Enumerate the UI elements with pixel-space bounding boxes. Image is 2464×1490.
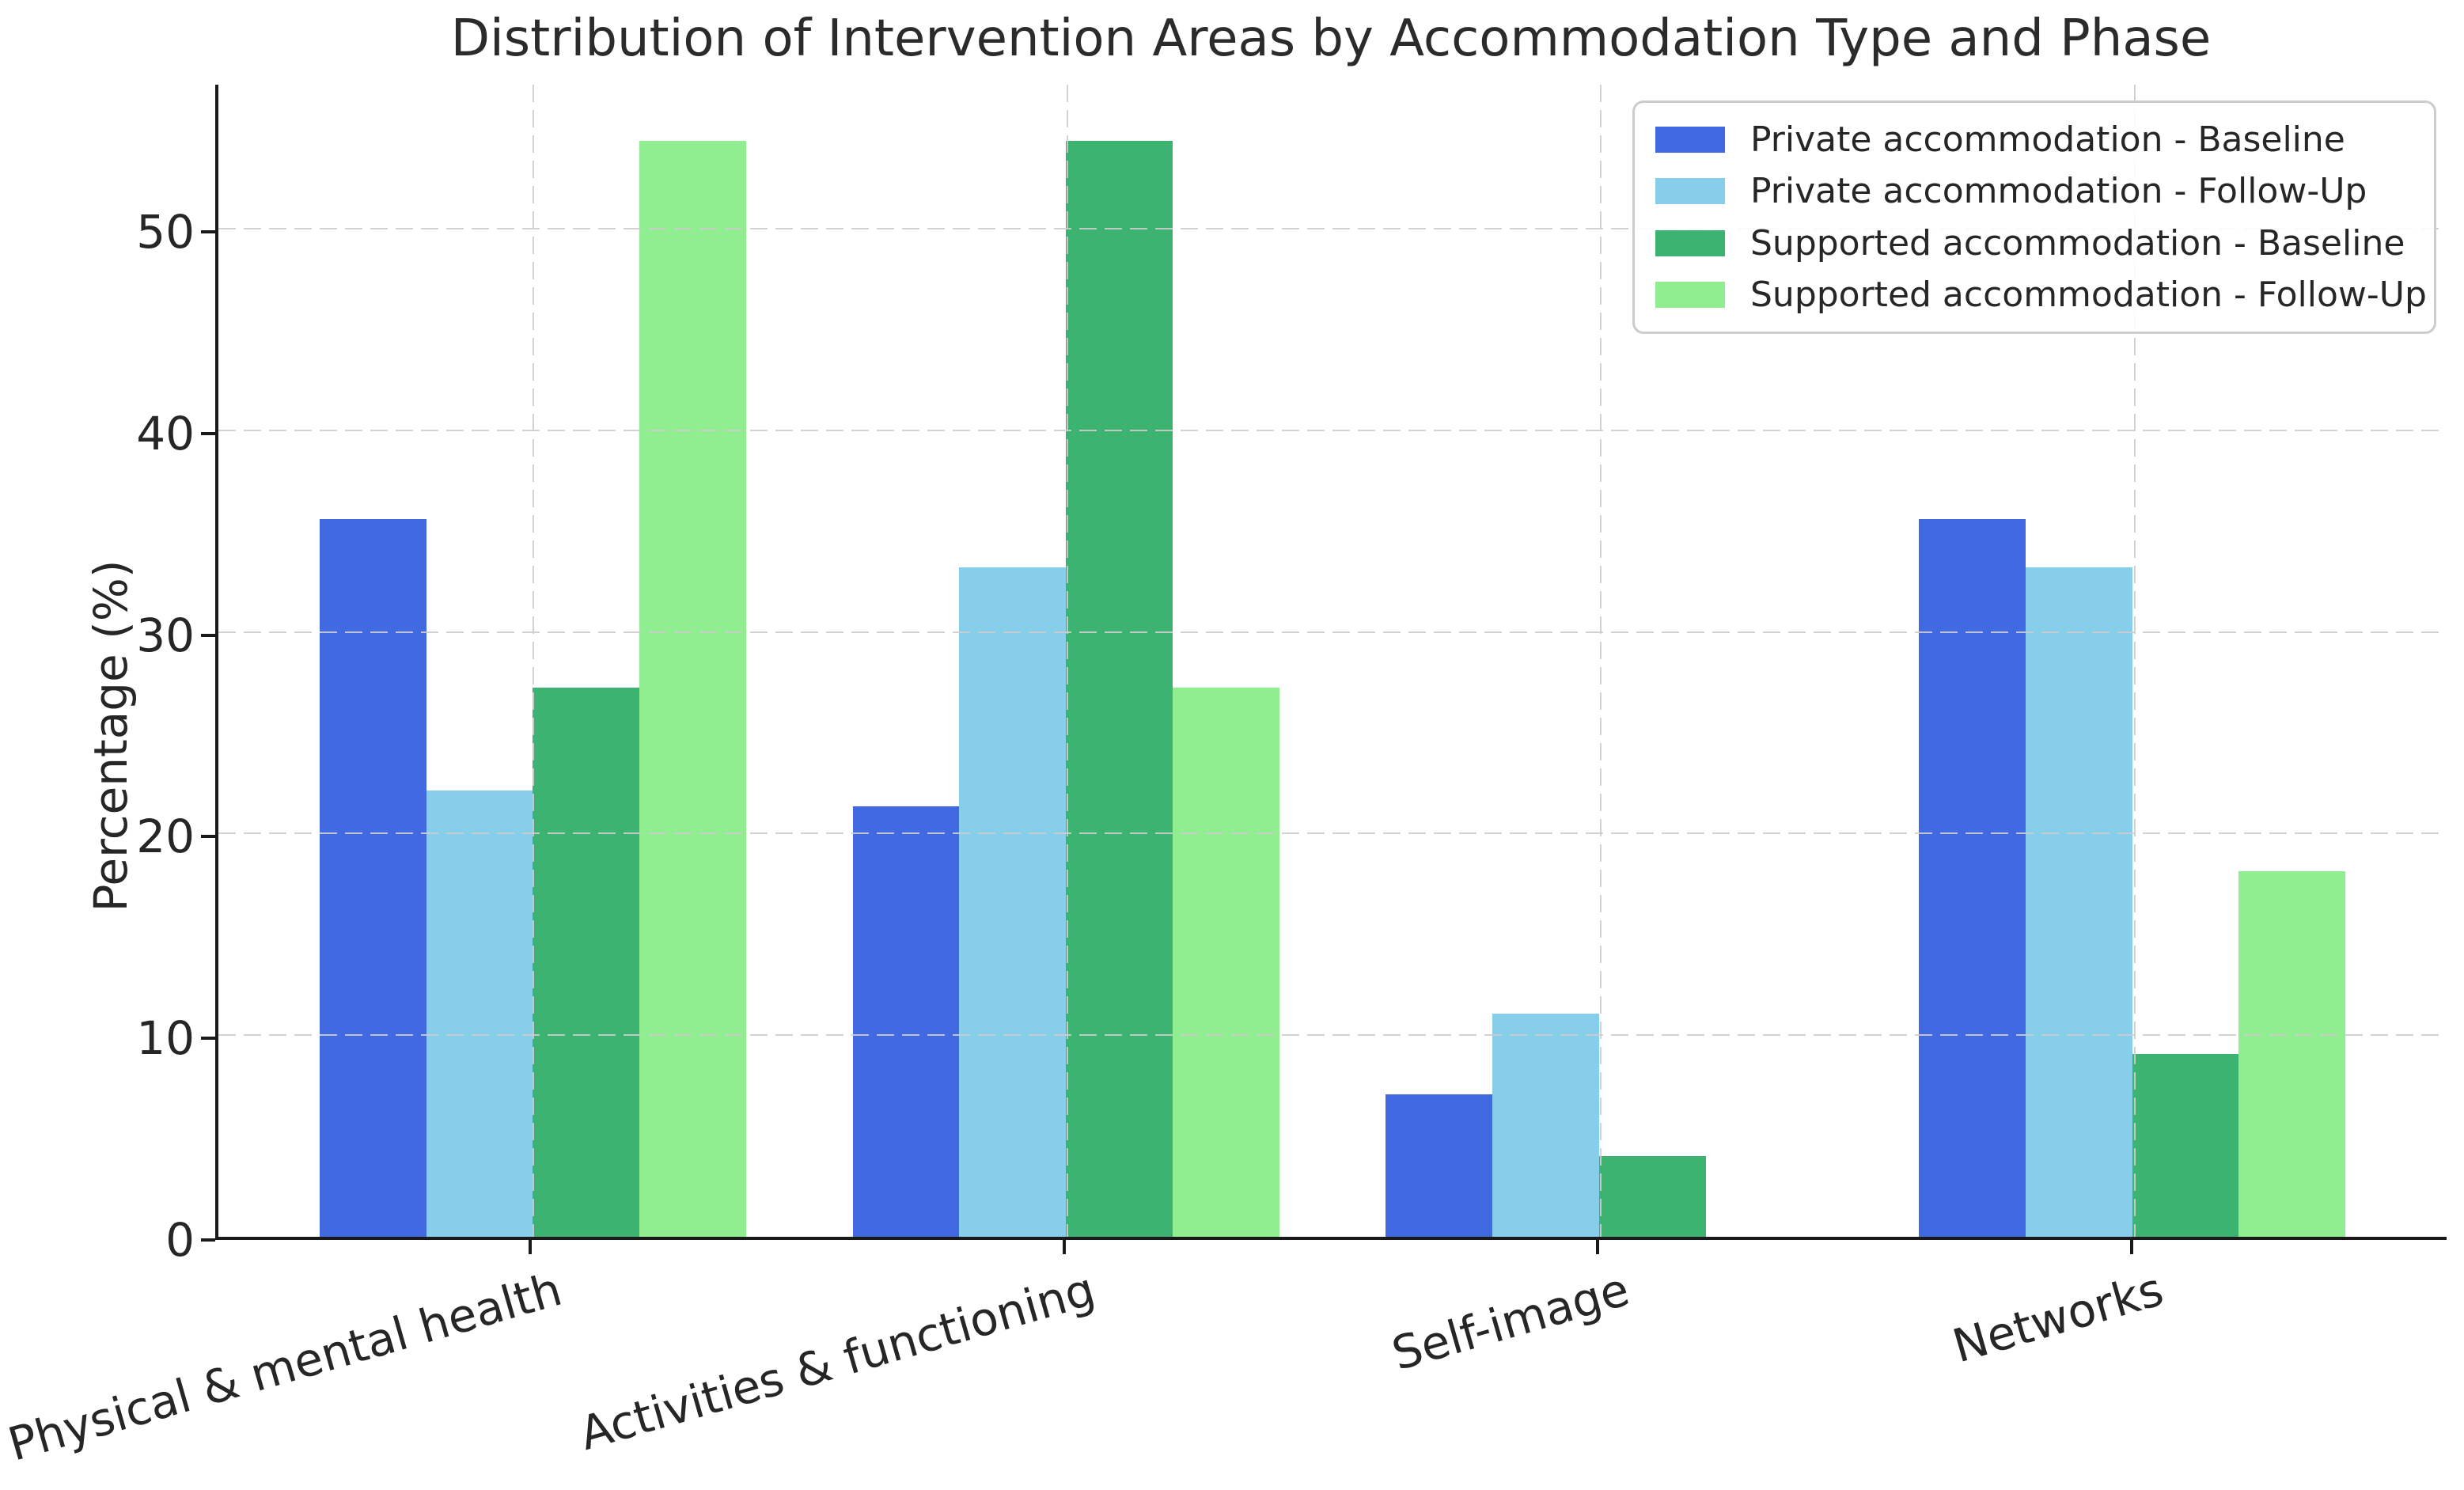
legend-swatch-supported-followup: [1655, 281, 1725, 308]
chart-title: Distribution of Intervention Areas by Ac…: [450, 9, 2212, 68]
legend-swatch-supported-baseline: [1655, 229, 1725, 256]
y-gridline-30: [218, 631, 2447, 633]
legend: Private accommodation - Baseline Private…: [1632, 100, 2436, 334]
y-tick-label-30: 30: [136, 608, 195, 662]
y-tick-40: [201, 431, 215, 435]
bar-s1-c0: [426, 790, 533, 1237]
x-tick-2: [1596, 1240, 1600, 1254]
legend-swatch-private-followup: [1655, 178, 1725, 205]
x-tick-label-3: Networks: [1947, 1262, 2169, 1374]
y-tick-0: [201, 1238, 215, 1242]
bar-s0-c1: [852, 806, 960, 1237]
bar-s2-c2: [1598, 1156, 1706, 1237]
y-tick-10: [201, 1037, 215, 1041]
x-tick-3: [2129, 1240, 2133, 1254]
legend-label: Supported accommodation - Follow-Up: [1750, 274, 2427, 315]
x-tick-label-2: Self-image: [1386, 1262, 1636, 1382]
x-gridline-2: [1600, 85, 1602, 1237]
bar-s3-c3: [2238, 870, 2345, 1237]
legend-label: Supported accommodation - Baseline: [1750, 222, 2405, 263]
x-tick-0: [529, 1240, 533, 1254]
y-tick-label-20: 20: [136, 809, 195, 864]
y-gridline-20: [218, 832, 2447, 835]
y-gridline-50: [218, 228, 2447, 230]
bar-s0-c2: [1386, 1094, 1493, 1237]
legend-row: Supported accommodation - Baseline: [1655, 223, 2413, 263]
bar-s1-c3: [2025, 567, 2132, 1237]
legend-row: Private accommodation - Follow-Up: [1655, 171, 2413, 211]
y-tick-30: [201, 633, 215, 637]
legend-label: Private accommodation - Baseline: [1750, 119, 2345, 161]
legend-row: Private accommodation - Baseline: [1655, 119, 2413, 160]
x-gridline-0: [533, 85, 535, 1237]
x-tick-label-0: Physical & mental health: [2, 1262, 567, 1472]
bar-s2-c3: [2132, 1053, 2239, 1237]
x-tick-1: [1062, 1240, 1066, 1254]
y-tick-label-40: 40: [136, 406, 195, 461]
bar-s2-c0: [533, 688, 640, 1237]
legend-label: Private accommodation - Follow-Up: [1750, 171, 2367, 212]
bar-s3-c1: [1172, 688, 1279, 1237]
y-tick-label-10: 10: [136, 1011, 195, 1066]
legend-swatch-private-baseline: [1655, 127, 1725, 154]
y-tick-label-50: 50: [136, 205, 195, 259]
x-tick-label-1: Activities & functioning: [574, 1262, 1101, 1461]
bar-s1-c2: [1492, 1013, 1599, 1237]
bar-s0-c3: [1919, 518, 2026, 1237]
bar-s1-c1: [959, 567, 1067, 1237]
x-gridline-3: [2133, 85, 2136, 1237]
y-tick-50: [201, 230, 215, 233]
plot-area: [215, 85, 2447, 1240]
legend-row: Supported accommodation - Follow-Up: [1655, 275, 2427, 315]
y-tick-label-0: 0: [165, 1213, 195, 1267]
y-gridline-10: [218, 1034, 2447, 1037]
bar-s3-c0: [639, 141, 746, 1237]
x-gridline-1: [1066, 85, 1068, 1237]
bar-s2-c1: [1066, 141, 1173, 1237]
bar-s0-c0: [320, 518, 426, 1237]
y-tick-20: [201, 835, 215, 839]
y-gridline-40: [218, 429, 2447, 431]
